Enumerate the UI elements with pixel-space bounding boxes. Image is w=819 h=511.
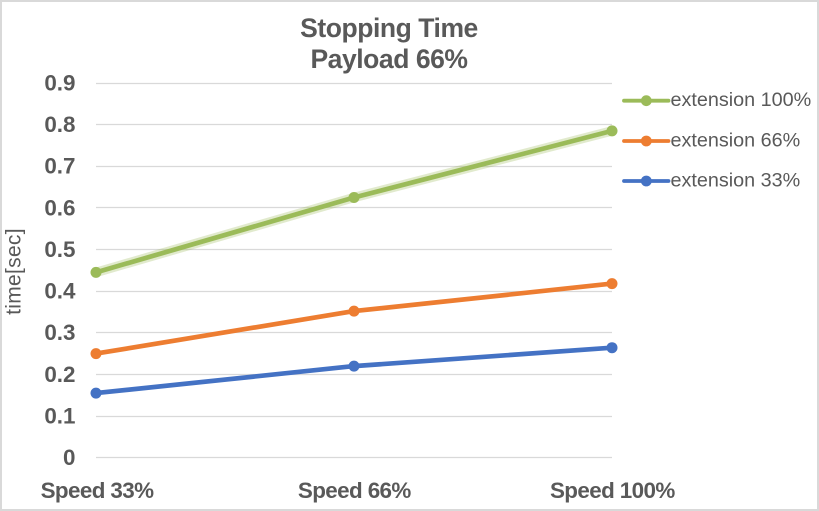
svg-text:0.1: 0.1 [44, 403, 75, 428]
svg-text:0.8: 0.8 [44, 112, 75, 137]
svg-text:0.3: 0.3 [44, 320, 75, 345]
svg-text:0.7: 0.7 [44, 154, 75, 179]
svg-text:0.9: 0.9 [44, 70, 75, 95]
svg-text:Speed 100%: Speed 100% [550, 478, 675, 503]
svg-text:extension 66%: extension 66% [671, 129, 801, 151]
svg-text:time[sec]: time[sec] [3, 228, 26, 315]
svg-text:0.6: 0.6 [44, 195, 75, 220]
svg-text:0: 0 [63, 445, 75, 470]
svg-text:Speed 66%: Speed 66% [298, 478, 412, 503]
svg-text:extension 100%: extension 100% [671, 89, 812, 111]
svg-text:Stopping Time: Stopping Time [300, 13, 478, 43]
svg-text:Payload 66%: Payload 66% [310, 44, 467, 74]
svg-text:Speed 33%: Speed 33% [41, 478, 155, 503]
svg-text:0.2: 0.2 [44, 362, 75, 387]
svg-text:0.4: 0.4 [44, 279, 76, 304]
svg-text:extension 33%: extension 33% [671, 169, 801, 191]
svg-text:0.5: 0.5 [44, 237, 75, 262]
